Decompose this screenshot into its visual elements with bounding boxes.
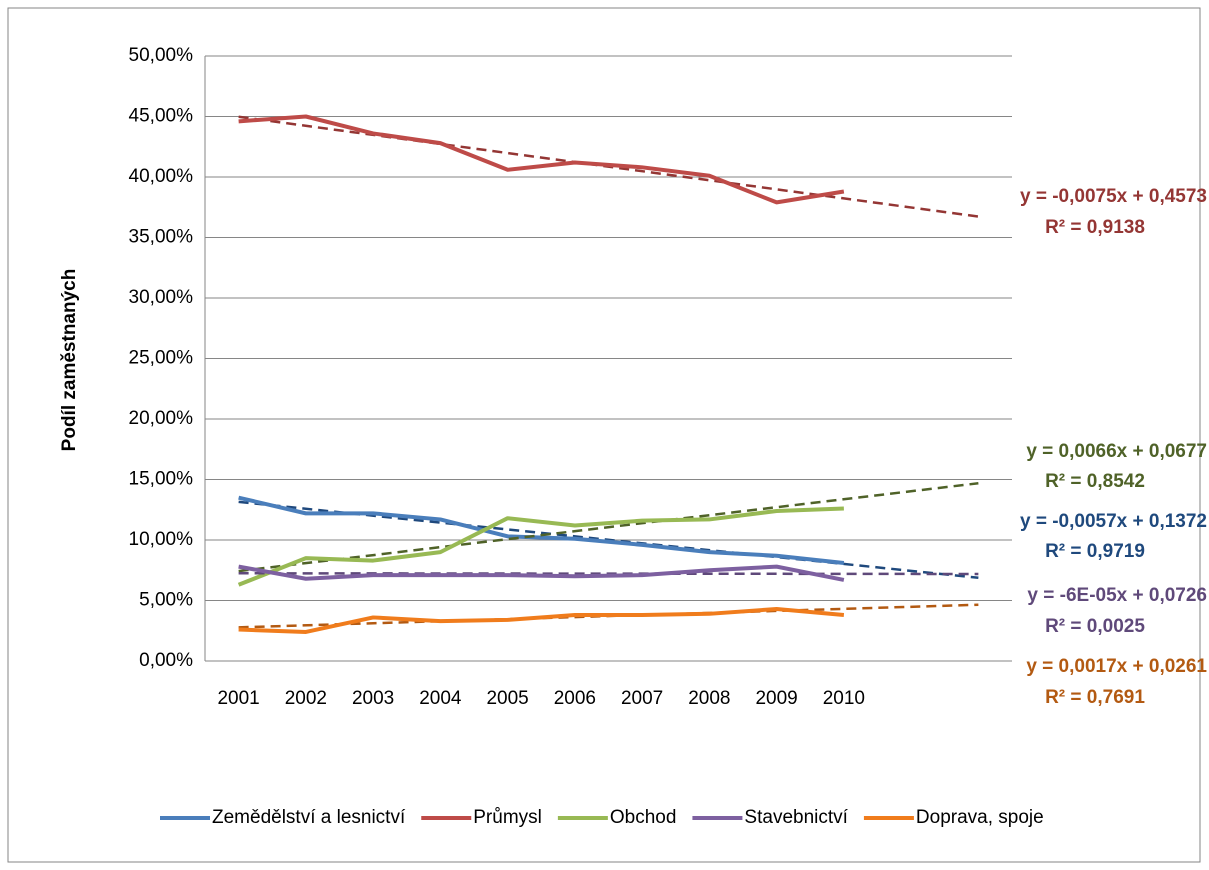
trend-equation: y = 0,0017x + 0,0261 [1026,656,1207,677]
y-tick-label: 15,00% [129,469,194,490]
series-line [238,564,845,582]
trendline [238,572,979,576]
legend-label: Průmysl [473,807,542,828]
x-tick-label: 2008 [688,688,730,709]
x-tick-label: 2007 [621,688,663,709]
x-tick-label: 2009 [755,688,797,709]
trend-equation: y = -6E-05x + 0,0726 [1027,585,1207,606]
y-tick-label: 20,00% [129,408,194,429]
x-tick-label: 2004 [419,688,462,709]
x-tick-label: 2010 [823,688,865,709]
trend-r2: R² = 0,9138 [1045,217,1145,238]
x-tick-label: 2003 [352,688,394,709]
y-axis-label: Podíl zaměstnaných [59,269,80,452]
trendline [238,482,979,573]
y-tick-label: 30,00% [129,287,194,308]
x-tick-label: 2005 [486,688,528,709]
series-line [238,606,845,634]
series-line [237,506,844,587]
x-tick-label: 2006 [554,688,596,709]
y-tick-label: 0,00% [139,650,193,671]
y-tick-label: 5,00% [139,590,193,611]
y-tick-label: 35,00% [129,227,194,248]
y-tick-label: 40,00% [129,166,194,187]
x-tick-label: 2001 [217,688,259,709]
series-line [238,495,845,565]
series-line [238,114,845,205]
y-tick-label: 45,00% [129,106,194,127]
legend-label: Zemědělství a lesnictví [212,807,406,828]
y-tick-label: 25,00% [129,348,194,369]
trend-equation: y = 0,0066x + 0,0677 [1026,441,1207,462]
trend-equation: y = -0,0057x + 0,1372 [1020,511,1207,532]
trend-equation: y = -0,0075x + 0,4573 [1020,186,1207,207]
trend-r2: R² = 0,9719 [1045,541,1145,562]
trend-r2: R² = 0,0025 [1045,616,1145,637]
y-tick-label: 50,00% [129,45,194,66]
legend-label: Stavebnictví [744,807,848,828]
legend-label: Obchod [610,807,677,828]
legend-label: Doprava, spoje [916,807,1044,828]
chart-border [7,7,1201,863]
y-tick-label: 10,00% [129,529,194,550]
trend-r2: R² = 0,8542 [1045,471,1145,492]
x-tick-label: 2002 [285,688,327,709]
trend-r2: R² = 0,7691 [1045,687,1145,708]
